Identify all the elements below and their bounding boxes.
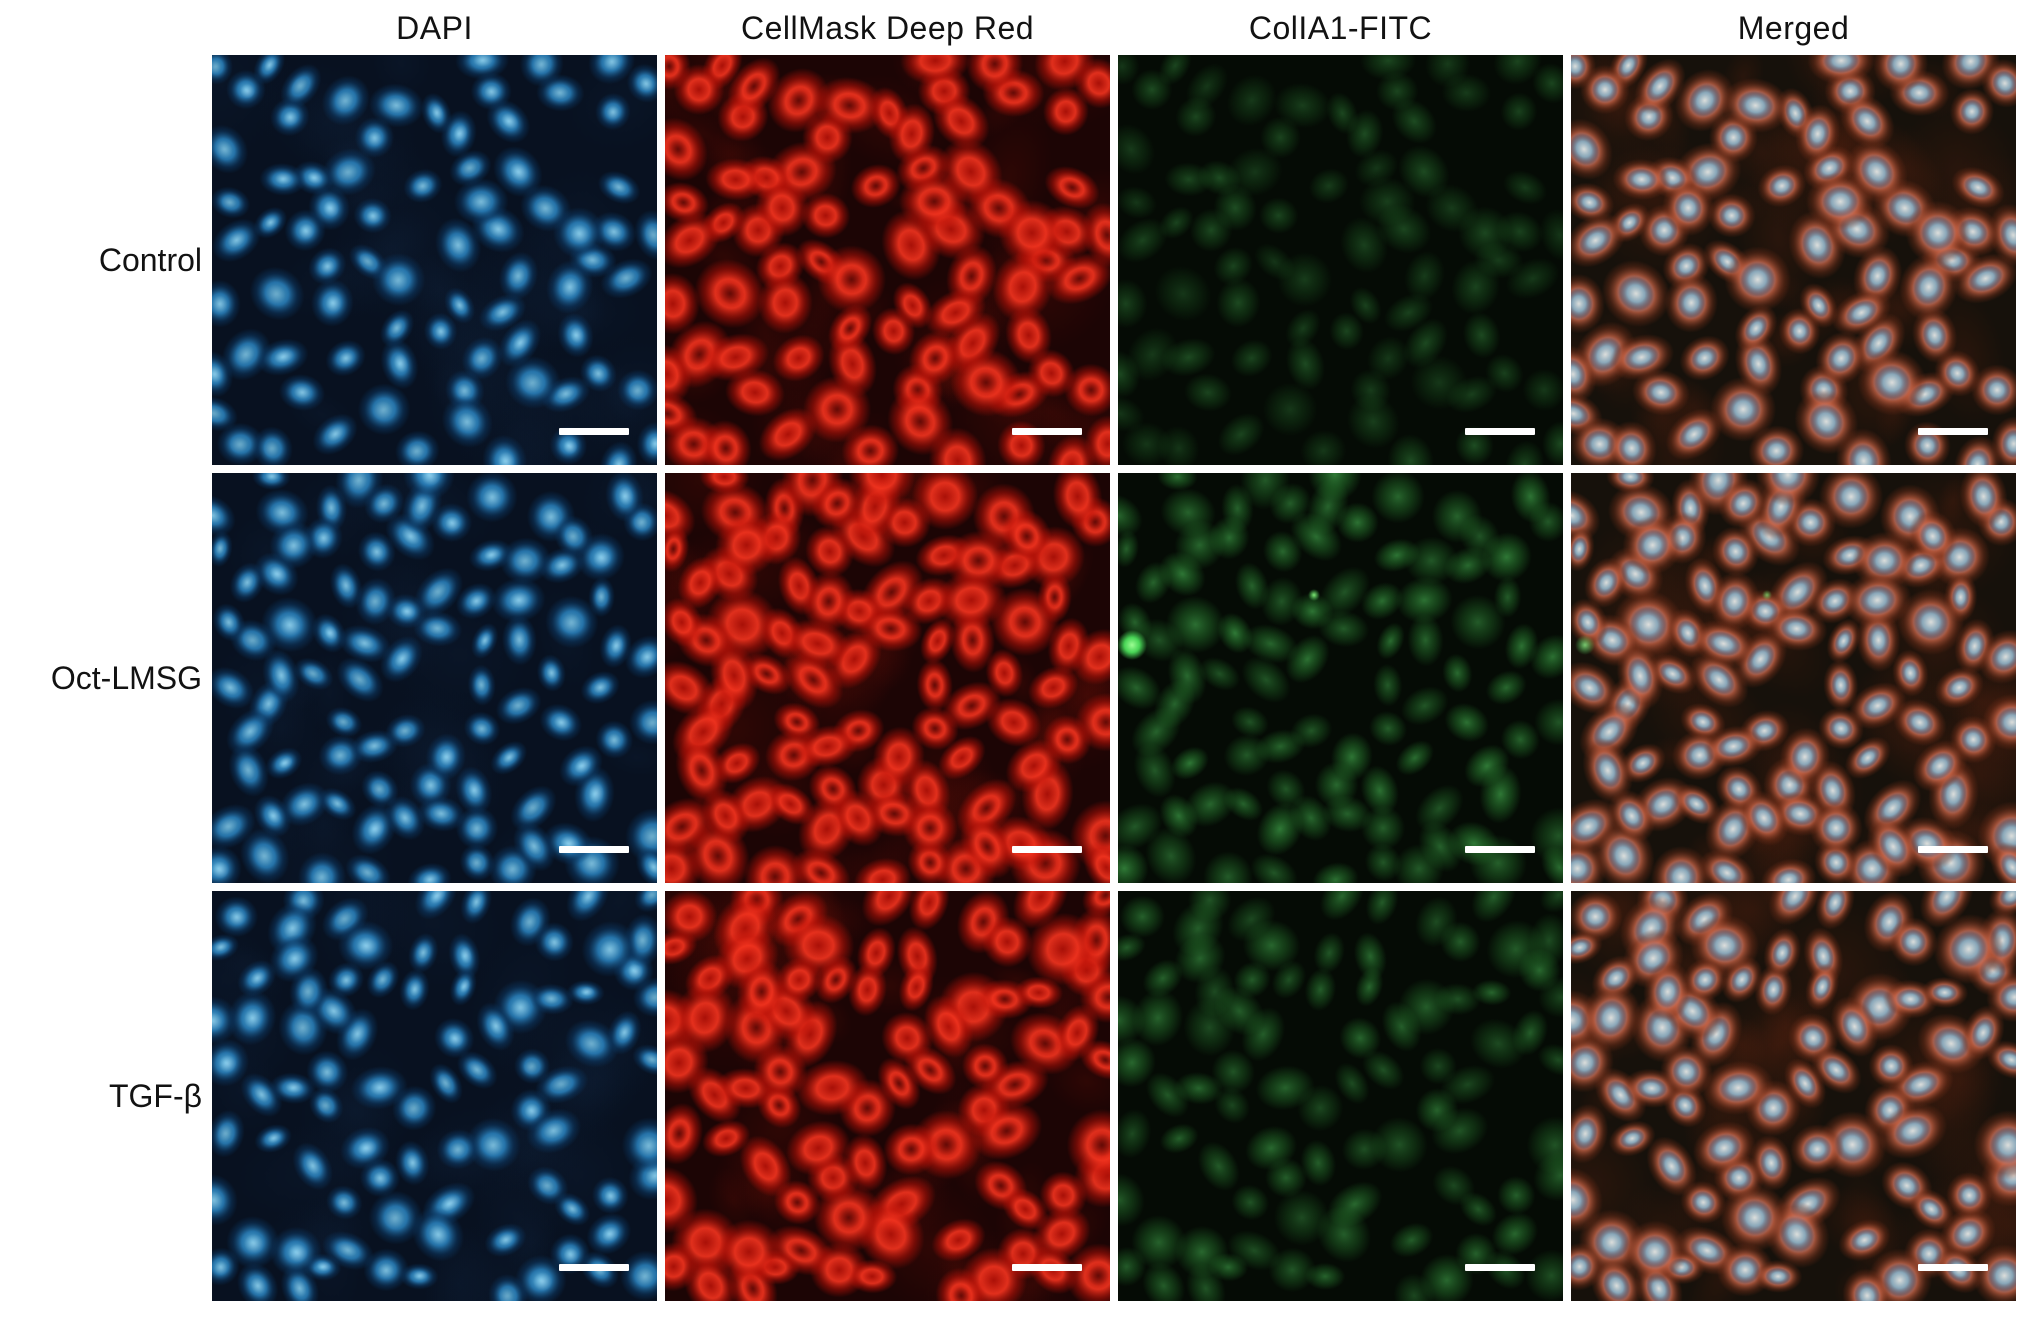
micrograph-panel-r0-fitc [1118, 55, 1563, 465]
micrograph-panel-r0-cellmask [665, 55, 1110, 465]
column-header-cellmask: CellMask Deep Red [740, 10, 1035, 46]
scale-bar [1465, 428, 1535, 435]
scale-bar [559, 428, 629, 435]
column-header-merged: Merged [1737, 10, 1850, 46]
column-header-colia1: ColIA1-FITC [1248, 10, 1433, 46]
column-header-dapi: DAPI [396, 10, 473, 46]
micrograph-panel-r2-merged [1571, 891, 2016, 1301]
scale-bar [559, 846, 629, 853]
micrograph-panel-r1-merged [1571, 473, 2016, 883]
scale-bar [1012, 846, 1082, 853]
scale-bar [1012, 428, 1082, 435]
scale-bar [1918, 846, 1988, 853]
micrograph-image [1571, 891, 2016, 1301]
row-label-control: Control [98, 241, 202, 278]
scale-bar [1012, 1264, 1082, 1271]
micrograph-panel-r2-cellmask [665, 891, 1110, 1301]
micrograph-panel-r2-dapi [212, 891, 657, 1301]
scale-bar [1918, 1264, 1988, 1271]
row-label-oct-lmsg: Oct-LMSG [50, 659, 202, 696]
scale-bar [1465, 1264, 1535, 1271]
micrograph-panel-r2-fitc [1118, 891, 1563, 1301]
scale-bar [1465, 846, 1535, 853]
scale-bar [559, 1264, 629, 1271]
micrograph-image [1118, 891, 1563, 1301]
figure-grid [212, 55, 2016, 1301]
micrograph-image [665, 55, 1110, 465]
scale-bar [1918, 428, 1988, 435]
micrograph-image [1571, 473, 2016, 883]
micrograph-image [212, 55, 657, 465]
micrograph-panel-r1-dapi [212, 473, 657, 883]
micrograph-image [1118, 473, 1563, 883]
micrograph-image [665, 473, 1110, 883]
micrograph-image [1571, 55, 2016, 465]
micrograph-panel-r0-merged [1571, 55, 2016, 465]
micrograph-image [212, 473, 657, 883]
micrograph-image [212, 891, 657, 1301]
micrograph-panel-r0-dapi [212, 55, 657, 465]
row-label-tgf-beta: TGF-β [108, 1077, 202, 1114]
micrograph-image [1118, 55, 1563, 465]
micrograph-panel-r1-fitc [1118, 473, 1563, 883]
micrograph-image [665, 891, 1110, 1301]
micrograph-panel-r1-cellmask [665, 473, 1110, 883]
